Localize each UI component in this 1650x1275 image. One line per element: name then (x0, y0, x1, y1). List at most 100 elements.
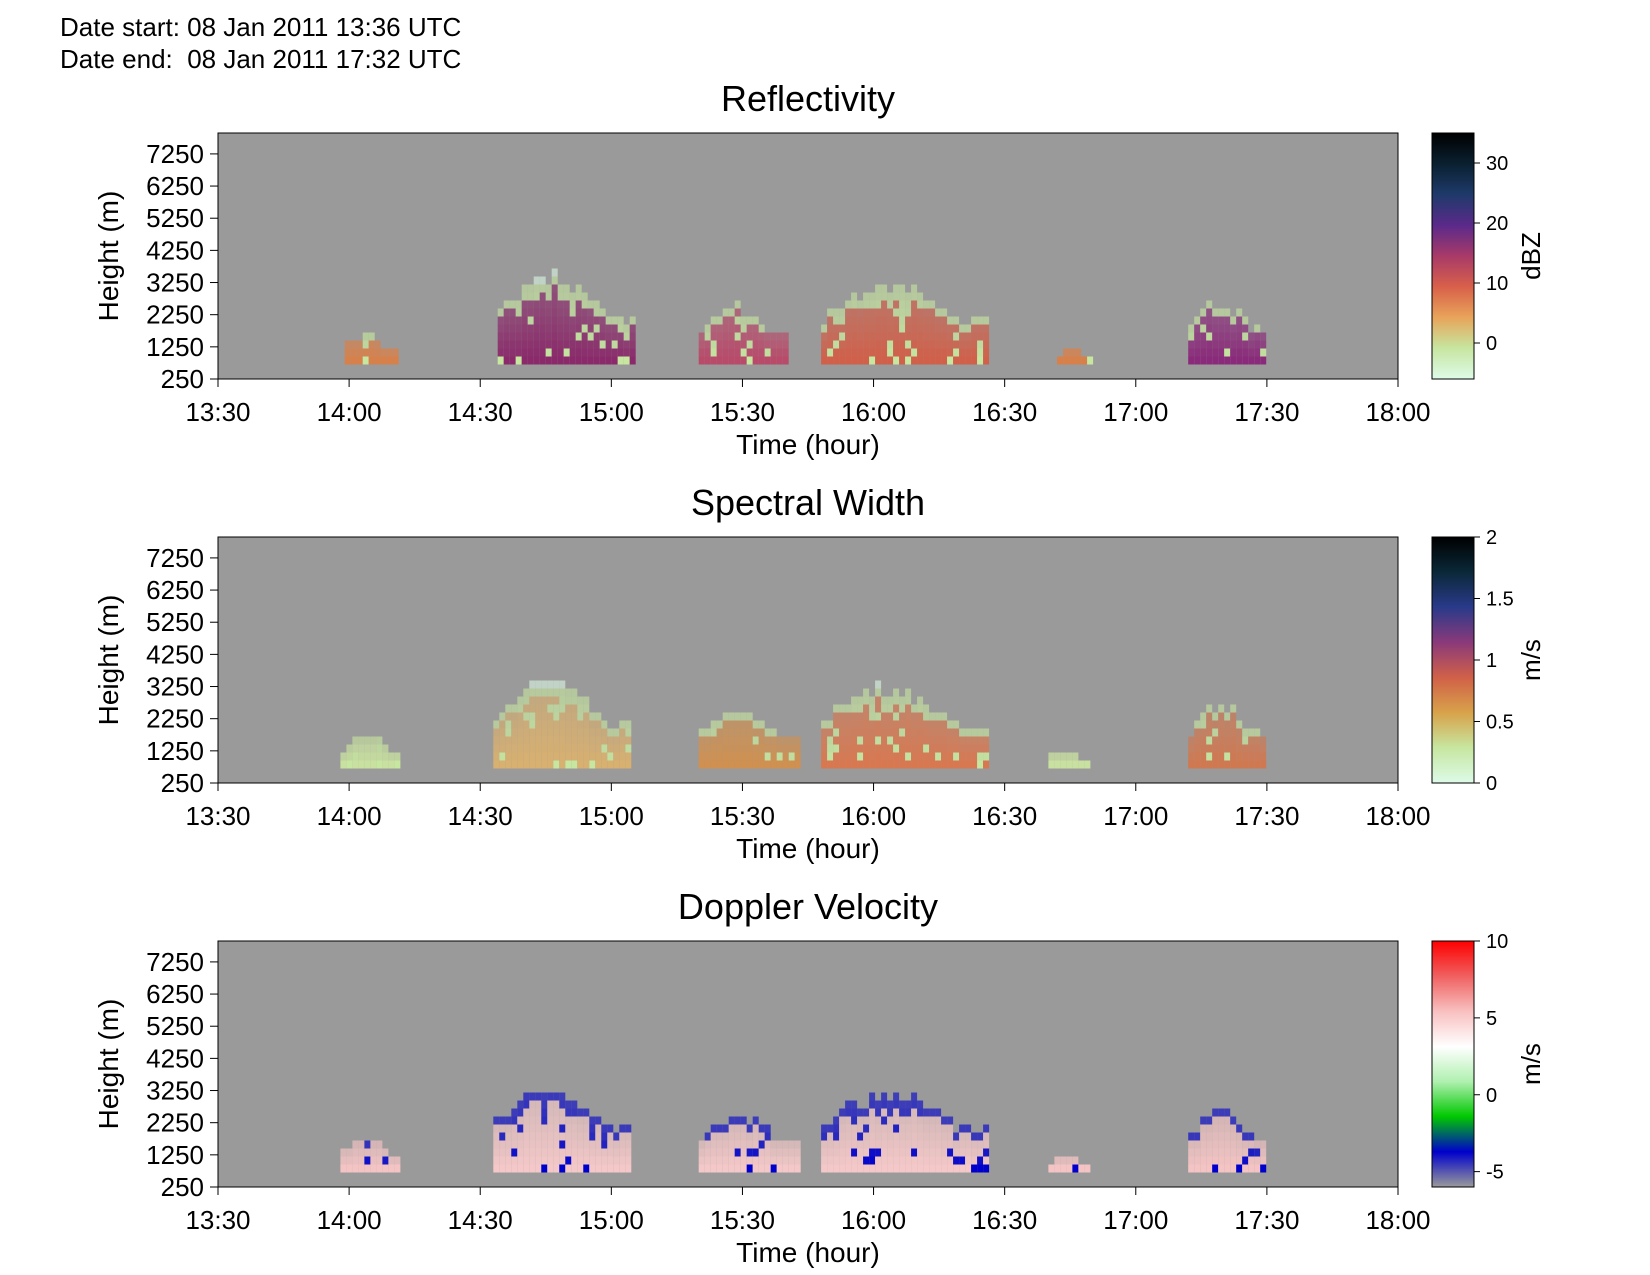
echo-cell (571, 712, 578, 721)
echo-cell (535, 712, 542, 721)
echo-cell (523, 752, 530, 761)
echo-cell (881, 1164, 888, 1173)
echo-cell (935, 324, 942, 333)
echo-cell (382, 760, 389, 769)
y-tick-label: 6250 (146, 575, 204, 605)
echo-cell (557, 324, 564, 333)
echo-cell (517, 1100, 524, 1109)
echo-cell (589, 1148, 596, 1157)
echo-cell (959, 736, 966, 745)
echo-cell (1254, 744, 1261, 753)
echo-cell (503, 332, 510, 341)
echo-cell (845, 1156, 852, 1165)
echo-cell (716, 1164, 723, 1173)
echo-cell (722, 348, 729, 357)
echo-cell (1048, 760, 1055, 769)
echo-cell (571, 1108, 578, 1117)
echo-cell (601, 736, 608, 745)
echo-cell (535, 1108, 542, 1117)
echo-cell (875, 340, 882, 349)
echo-cell (752, 332, 759, 341)
echo-cell (607, 1148, 614, 1157)
echo-cell (529, 704, 536, 713)
echo-cell (1218, 1124, 1225, 1133)
echo-cell (589, 1164, 596, 1173)
echo-cell (764, 736, 771, 745)
echo-cell (1063, 348, 1070, 357)
echo-cell (1194, 332, 1201, 341)
echo-cell (923, 704, 930, 713)
echo-cell (716, 316, 723, 325)
echo-cell (857, 1124, 864, 1133)
echo-cell (965, 752, 972, 761)
echo-cell (583, 1132, 590, 1141)
echo-cell (734, 340, 741, 349)
echo-cell (577, 1156, 584, 1165)
echo-cell (893, 1156, 900, 1165)
echo-cell (869, 340, 876, 349)
echo-cell (493, 1132, 500, 1141)
colorbar-tick-label: 0.5 (1486, 712, 1514, 734)
echo-cell (752, 1156, 759, 1165)
echo-cell (553, 680, 560, 689)
echo-cell (953, 744, 960, 753)
echo-cell (497, 332, 504, 341)
echo-cell (983, 316, 990, 325)
echo-cell (977, 752, 984, 761)
date-end: Date end: 08 Jan 2011 17:32 UTC (60, 44, 462, 74)
echo-cell (857, 1116, 864, 1125)
echo-cell (595, 760, 602, 769)
echo-cell (722, 720, 729, 729)
echo-cell (1260, 332, 1267, 341)
echo-cell (965, 1132, 972, 1141)
echo-cell (917, 712, 924, 721)
echo-cell (613, 744, 620, 753)
echo-cell (923, 1124, 930, 1133)
echo-cell (346, 760, 353, 769)
echo-cell (833, 316, 840, 325)
echo-cell (869, 744, 876, 753)
echo-cell (571, 1132, 578, 1141)
echo-cell (1212, 324, 1219, 333)
echo-cell (535, 704, 542, 713)
chart-title: Doppler Velocity (678, 886, 938, 927)
echo-cell (959, 356, 966, 365)
echo-cell (863, 356, 870, 365)
x-tick-label: 13:30 (185, 1205, 250, 1235)
echo-cell (539, 308, 546, 317)
echo-cell (1218, 1116, 1225, 1125)
echo-cell (1200, 316, 1207, 325)
echo-cell (346, 1156, 353, 1165)
echo-cell (1242, 728, 1249, 737)
echo-cell (1200, 1156, 1207, 1165)
echo-cell (571, 696, 578, 705)
echo-cell (1254, 340, 1261, 349)
echo-cell (376, 1140, 383, 1149)
echo-cell (740, 1124, 747, 1133)
echo-cell (776, 340, 783, 349)
echo-cell (523, 1092, 530, 1101)
echo-cell (911, 1132, 918, 1141)
echo-cell (523, 1108, 530, 1117)
echo-cell (1188, 1148, 1195, 1157)
echo-cell (535, 760, 542, 769)
chart-title: Reflectivity (721, 78, 895, 119)
echo-cell (362, 356, 369, 365)
echo-cell (611, 356, 618, 365)
echo-cell (875, 1140, 882, 1149)
echo-cell (1200, 1116, 1207, 1125)
echo-cell (595, 712, 602, 721)
y-tick-label: 2250 (146, 300, 204, 330)
echo-cell (887, 744, 894, 753)
echo-cell (1200, 324, 1207, 333)
echo-cell (845, 324, 852, 333)
echo-cell (845, 1132, 852, 1141)
echo-cell (977, 744, 984, 753)
echo-cell (1224, 744, 1231, 753)
echo-cell (728, 728, 735, 737)
echo-cell (893, 1116, 900, 1125)
echo-cell (983, 340, 990, 349)
echo-cell (1206, 340, 1213, 349)
echo-cell (977, 1164, 984, 1173)
echo-cell (887, 752, 894, 761)
